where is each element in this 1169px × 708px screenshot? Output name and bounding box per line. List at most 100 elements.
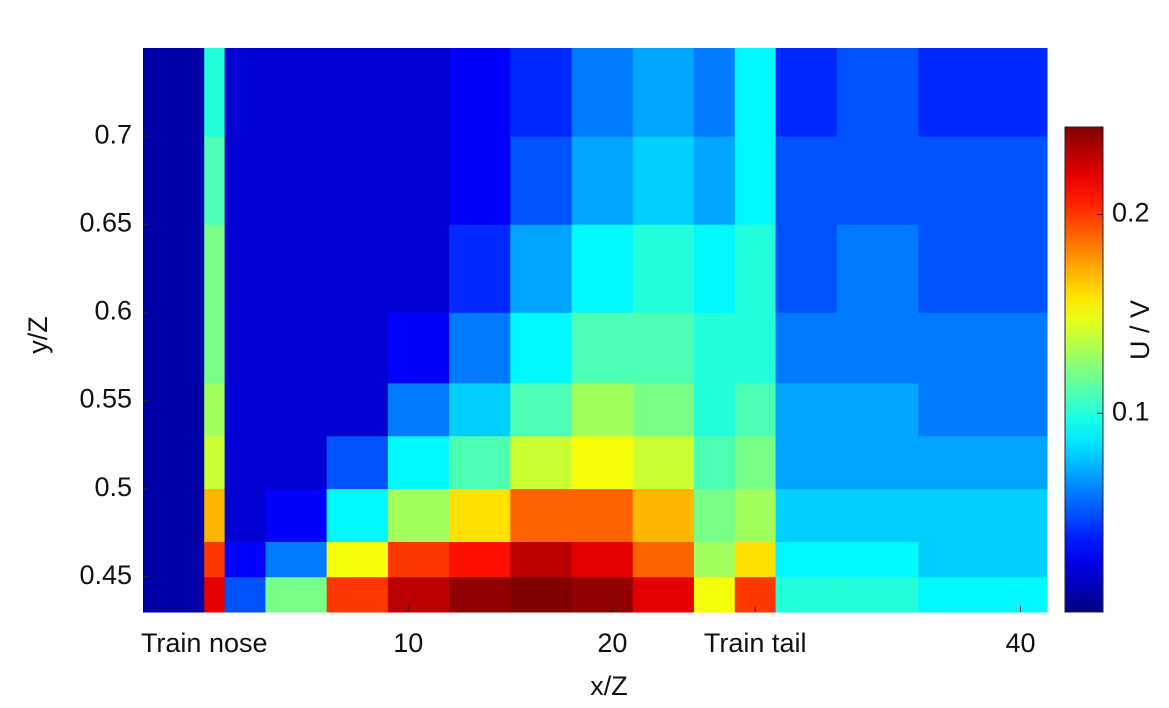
heatmap-cell [571,541,634,578]
heatmap-cell [387,382,450,437]
heatmap-cell [918,382,1048,437]
heatmap-cell [265,488,328,542]
heatmap-cell [918,541,1048,578]
heatmap-cell [265,224,328,313]
x-tick-label: Train tail [704,628,807,658]
heatmap-cell [510,435,573,490]
heatmap-cell [326,224,389,313]
heatmap-cell [571,312,634,384]
heatmap-cell [224,48,266,137]
heatmap-cell [265,382,328,437]
y-tick-label: 0.45 [79,560,132,590]
y-axis-title: y/Z [23,316,53,354]
heatmap-cell [836,136,919,225]
heatmap-cell [265,576,328,613]
heatmap-cell [326,576,389,613]
heatmap-cell [775,136,838,225]
heatmap-cell [571,435,634,490]
heatmap-cell [326,382,389,437]
heatmap-cell [449,224,511,313]
heatmap-cell [143,224,185,313]
heatmap-cell [693,312,736,384]
heatmap-cell [143,576,185,613]
heatmap-cell [183,136,205,225]
heatmap-cell [571,382,634,437]
heatmap-cell [693,488,736,542]
heatmap-cell [693,435,736,490]
heatmap-cell [836,541,919,578]
heatmap-cell [571,136,634,225]
heatmap-cell [775,382,838,437]
heatmap-cell [326,312,389,384]
heatmap-cell [204,224,226,313]
heatmap-cell [734,541,777,578]
heatmap-cell [632,435,695,490]
heatmap-cell [693,224,736,313]
heatmap-cell [632,48,695,137]
heatmap-cell [510,488,573,542]
heatmap-cell [326,136,389,225]
x-tick-label: 40 [1005,628,1035,658]
heatmap-cell [918,488,1048,542]
heatmap-cell [183,224,205,313]
x-tick-label: 20 [597,628,627,658]
heatmap-cell [571,576,634,613]
heatmap-cell [224,576,266,613]
heatmap-cell [224,435,266,490]
heatmap-cell [918,48,1048,137]
heatmap-cell [326,48,389,137]
heatmap-cell [387,576,450,613]
heatmap-cell [183,488,205,542]
heatmap-cell [143,312,185,384]
heatmap-cell [204,312,226,384]
heatmap-cell [775,48,838,137]
heatmap-cell [204,435,226,490]
heatmap-cell [693,382,736,437]
y-tick-label: 0.65 [79,207,132,237]
heatmap-cell [734,312,777,384]
heatmap-cell [204,541,226,578]
x-axis-title: x/Z [590,671,628,701]
heatmap-cell [387,48,450,137]
heatmap-cell [632,576,695,613]
heatmap-cell [224,382,266,437]
heatmap-cell [632,488,695,542]
heatmap-cell [143,541,185,578]
heatmap-cell [775,224,838,313]
heatmap-cell [183,312,205,384]
y-tick-label: 0.55 [79,384,132,414]
heatmap-cell [734,435,777,490]
heatmap-cell [836,576,919,613]
heatmap-cell [224,136,266,225]
colorbar [1064,126,1104,613]
heatmap-cell [632,136,695,225]
heatmap-cell [836,382,919,437]
heatmap-cell [265,541,328,578]
heatmap-cell [836,435,919,490]
heatmap-cell [224,541,266,578]
heatmap-cell [510,312,573,384]
heatmap-cell [775,435,838,490]
heatmap-cell [449,312,511,384]
heatmap-cell [265,48,328,137]
heatmap-cell [632,224,695,313]
heatmap-cell [183,382,205,437]
heatmap-cell [510,541,573,578]
y-tick-label: 0.5 [94,472,132,502]
heatmap-cell [204,488,226,542]
heatmap-cell [775,576,838,613]
heatmap-cell [775,488,838,542]
heatmap-cell [143,48,185,137]
heatmap-cell [224,488,266,542]
heatmap-cell [143,136,185,225]
heatmap-cell [224,224,266,313]
x-tick-label: Train nose [141,628,268,658]
heatmap-cell [510,136,573,225]
heatmap-cell [918,576,1048,613]
heatmap-cell [387,435,450,490]
heatmap-cell [449,48,511,137]
heatmap-cell [693,48,736,137]
colorbar-tick-label: 0.2 [1112,198,1150,228]
heatmap-cell [204,136,226,225]
